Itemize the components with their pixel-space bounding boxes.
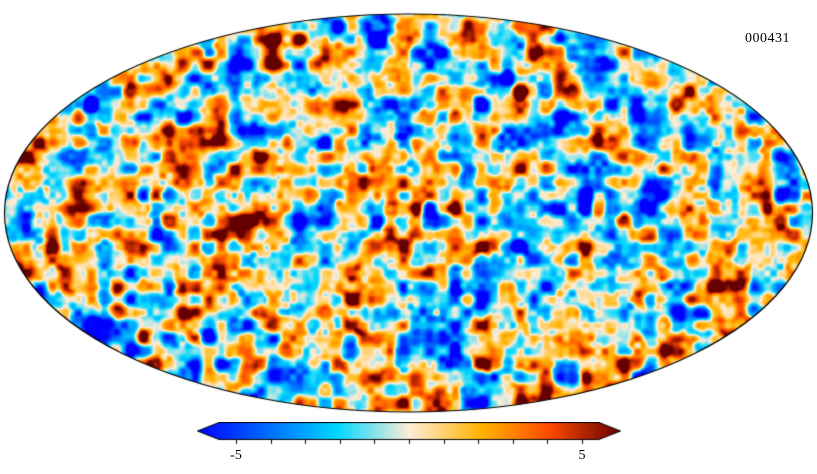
map-id-label: 000431 [745,31,790,46]
colorbar-min-label: -5 [230,448,242,463]
colorbar-gradient [197,422,621,446]
mollweide-sky-map [0,0,817,415]
colorbar-max-label: 5 [578,448,586,463]
colorbar: -5 5 [197,422,621,468]
